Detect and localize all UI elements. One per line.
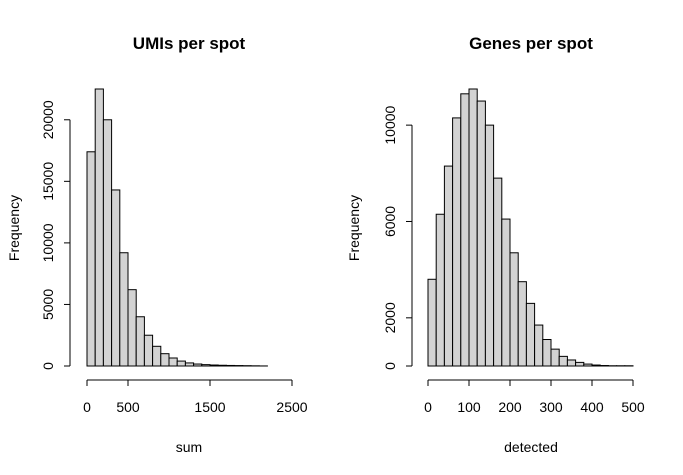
- umis-bar-16: [217, 364, 227, 367]
- umis-y-axis: 0 5000 10000 15000 20000: [40, 100, 71, 370]
- umis-x-tick-label-2: 1500: [194, 399, 225, 415]
- genes-bars: [427, 88, 634, 367]
- umis-per-spot-panel: UMIs per spot sum Frequency 0 500 1500 2500…: [6, 34, 308, 455]
- genes-x-axis: 0 100 200 300 400 500: [424, 379, 645, 415]
- genes-bar-5: [468, 88, 478, 367]
- genes-y-tick-label-1: 2000: [382, 302, 398, 333]
- umis-bar-10: [168, 357, 178, 367]
- umis-bar-2: [102, 119, 113, 367]
- umis-bar-0: [86, 151, 96, 367]
- genes-bar-12: [525, 302, 536, 367]
- umis-y-tick-label-3: 15000: [40, 162, 56, 201]
- umis-bar-5: [127, 289, 137, 367]
- genes-y-axis-label: Frequency: [346, 195, 362, 261]
- genes-x-tick-label-2: 200: [498, 399, 522, 415]
- genes-x-tick-label-3: 300: [539, 399, 563, 415]
- umis-bar-14: [201, 364, 211, 367]
- genes-bar-9: [501, 218, 511, 367]
- umis-bar-12: [184, 362, 195, 367]
- umis-bar-15: [209, 364, 219, 367]
- genes-bar-17: [566, 359, 577, 367]
- genes-x-tick-label-5: 500: [621, 399, 645, 415]
- umis-bar-13: [193, 363, 203, 367]
- genes-bar-7: [484, 124, 495, 367]
- umis-bars: [86, 88, 268, 367]
- umis-bar-7: [143, 334, 154, 367]
- umis-bar-1: [94, 88, 104, 367]
- umis-x-axis-label: sum: [176, 439, 202, 455]
- genes-chart-title: Genes per spot: [469, 34, 593, 53]
- genes-bar-4: [460, 93, 470, 367]
- genes-bar-1: [435, 213, 445, 367]
- umis-y-axis-label: Frequency: [6, 195, 22, 261]
- genes-y-tick-label-3: 10000: [382, 105, 398, 144]
- umis-y-tick-label-0: 0: [40, 362, 56, 370]
- umis-y-tick-label-4: 20000: [40, 100, 56, 139]
- genes-x-tick-label-4: 400: [580, 399, 604, 415]
- genes-y-tick-label-0: 0: [382, 362, 398, 370]
- umis-x-axis: 0 500 1500 2500: [83, 379, 308, 415]
- umis-bar-6: [135, 316, 145, 367]
- genes-bar-19: [583, 363, 593, 367]
- genes-per-spot-panel: Genes per spot detected Frequency 0 100 20…: [346, 34, 645, 455]
- umis-x-tick-label-0: 0: [83, 399, 91, 415]
- genes-bar-3: [452, 117, 462, 367]
- umis-chart-title: UMIs per spot: [133, 34, 246, 53]
- genes-bar-10: [509, 252, 519, 367]
- genes-bar-2: [443, 165, 454, 367]
- genes-bar-16: [558, 355, 568, 367]
- genes-bar-13: [534, 324, 544, 367]
- genes-bar-11: [517, 281, 527, 367]
- umis-bar-9: [160, 353, 170, 367]
- genes-x-axis-label: detected: [504, 439, 558, 455]
- genes-x-tick-label-0: 0: [424, 399, 432, 415]
- genes-y-tick-label-2: 6000: [382, 206, 398, 237]
- umis-x-tick-label-1: 500: [116, 399, 140, 415]
- umis-bar-17: [225, 364, 236, 367]
- genes-bar-18: [575, 361, 585, 367]
- genes-x-tick-label-1: 100: [457, 399, 481, 415]
- genes-bar-8: [493, 177, 503, 367]
- umis-bar-4: [119, 252, 129, 367]
- genes-bar-14: [542, 339, 552, 367]
- genes-bar-0: [427, 278, 437, 367]
- umis-bar-11: [176, 360, 186, 367]
- genes-bar-20: [591, 364, 601, 367]
- genes-bar-6: [476, 100, 486, 367]
- umis-bar-3: [111, 189, 121, 367]
- umis-bar-8: [152, 345, 162, 367]
- umis-x-tick-label-3: 2500: [276, 399, 307, 415]
- genes-bar-15: [550, 348, 560, 367]
- umis-y-tick-label-2: 10000: [40, 223, 56, 262]
- umis-y-tick-label-1: 5000: [40, 289, 56, 320]
- genes-y-axis: 0 2000 6000 10000: [382, 105, 413, 370]
